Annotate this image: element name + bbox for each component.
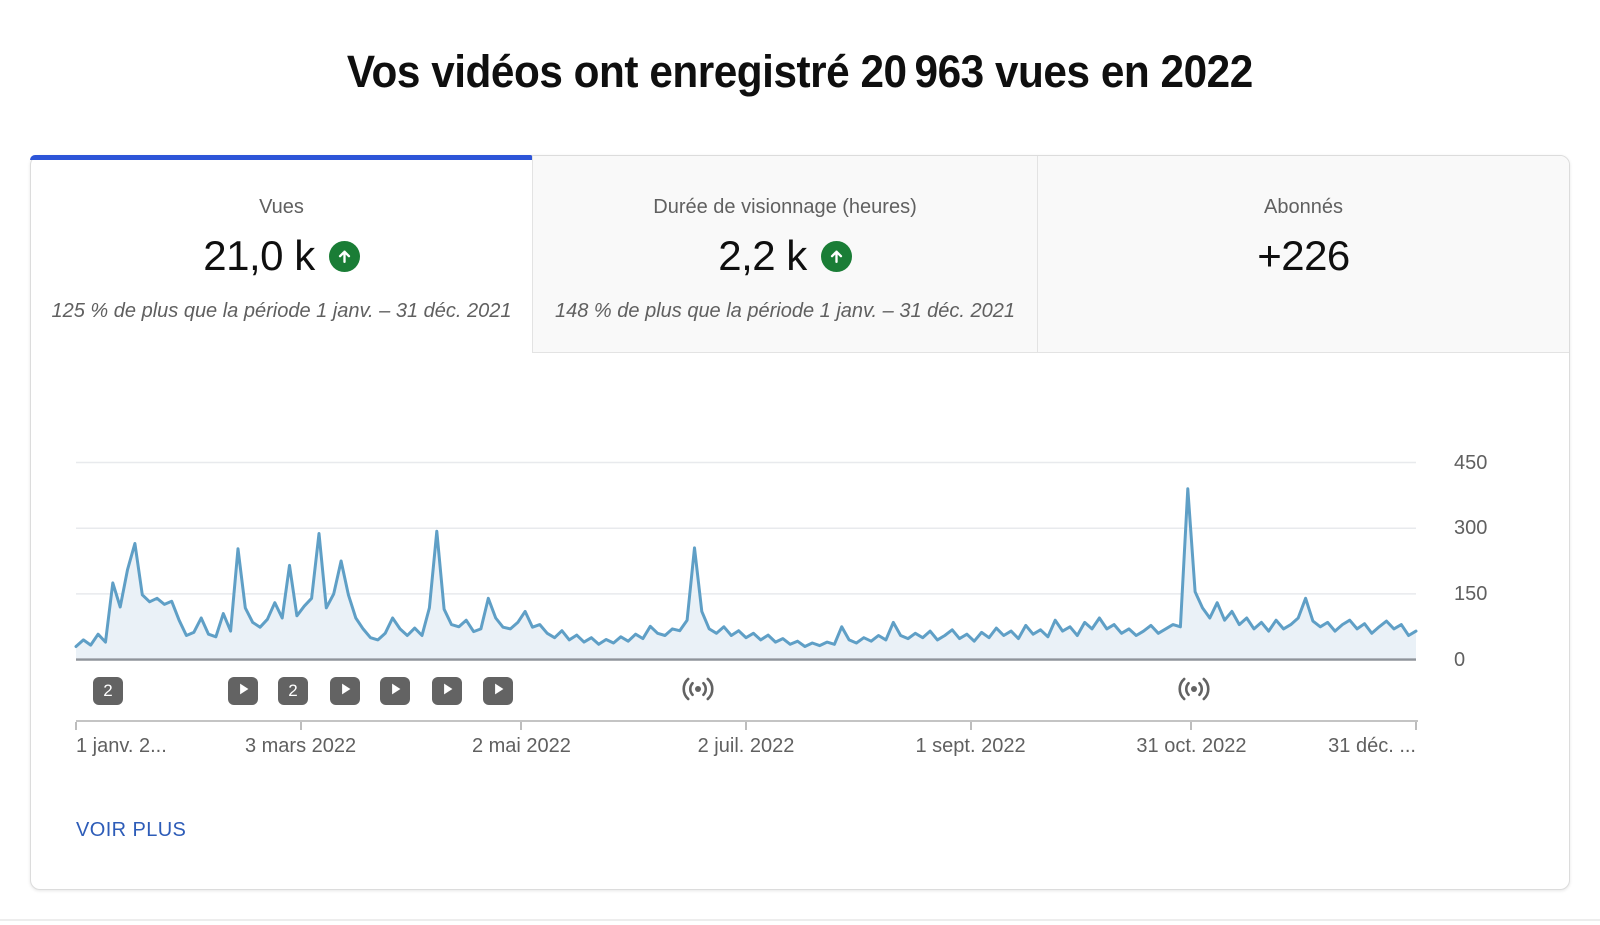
x-axis-label: 2 juil. 2022 bbox=[697, 735, 795, 757]
metric-value: +226 bbox=[1257, 232, 1350, 279]
y-axis-label: 450 bbox=[1454, 451, 1488, 474]
trend-up-icon bbox=[820, 240, 852, 272]
y-axis-label: 150 bbox=[1454, 582, 1488, 605]
play-icon bbox=[437, 679, 457, 704]
trend-up-icon bbox=[328, 240, 360, 272]
x-axis-tick bbox=[75, 722, 77, 730]
line-chart-canvas[interactable] bbox=[74, 446, 1418, 661]
x-axis-tick bbox=[520, 722, 523, 730]
comparison-note: 125 % de plus que la période 1 janv. – 3… bbox=[51, 300, 512, 322]
play-icon bbox=[488, 679, 508, 704]
live-broadcast-icon bbox=[1176, 676, 1212, 707]
x-axis-tick bbox=[299, 722, 302, 730]
x-axis-label: 31 oct. 2022 bbox=[1136, 735, 1247, 757]
active-tab-indicator bbox=[30, 155, 532, 160]
x-axis-label: 3 mars 2022 bbox=[244, 735, 357, 757]
metric-tabs: Vues 21,0 k 125 % de plus que la période… bbox=[30, 155, 1569, 353]
x-axis-label: 31 déc. ... bbox=[1328, 735, 1416, 757]
video-marker[interactable] bbox=[380, 677, 410, 705]
videos-count-badge[interactable]: 2 bbox=[93, 677, 123, 705]
tab-duree-visionnage[interactable]: Durée de visionnage (heures) 2,2 k 148 %… bbox=[532, 156, 1037, 353]
tab-vues[interactable]: Vues 21,0 k 125 % de plus que la période… bbox=[30, 155, 532, 353]
play-icon bbox=[233, 679, 253, 704]
metric-value: 21,0 k bbox=[203, 232, 315, 279]
video-marker[interactable] bbox=[228, 677, 258, 705]
analytics-card: Vues 21,0 k 125 % de plus que la période… bbox=[30, 155, 1570, 890]
metric-value: 2,2 k bbox=[718, 232, 807, 279]
video-marker[interactable] bbox=[483, 677, 513, 705]
play-icon bbox=[385, 679, 405, 704]
views-over-time-chart: 450 300 150 0 2 2 1 janv. 2... 3 mars 2022 2 m… bbox=[74, 446, 1536, 776]
x-axis-label: 1 janv. 2... bbox=[76, 735, 167, 757]
page-title: Vos vidéos ont enregistré 20 963 vues en… bbox=[347, 46, 1253, 98]
x-axis-tick bbox=[1190, 722, 1193, 730]
x-axis-label: 1 sept. 2022 bbox=[915, 735, 1026, 757]
y-axis-label: 0 bbox=[1454, 648, 1466, 671]
tab-label: Durée de visionnage (heures) bbox=[653, 196, 917, 218]
x-axis-tick bbox=[1415, 722, 1417, 730]
live-stream-marker[interactable] bbox=[1174, 677, 1214, 705]
x-axis-tick bbox=[969, 722, 972, 730]
live-stream-marker[interactable] bbox=[678, 677, 718, 705]
x-axis-line bbox=[76, 720, 1418, 722]
x-axis-label: 2 mai 2022 bbox=[471, 735, 571, 757]
videos-count-badge[interactable]: 2 bbox=[278, 677, 308, 705]
tab-label: Vues bbox=[259, 196, 304, 218]
x-axis-tick bbox=[745, 722, 747, 730]
y-axis-label: 300 bbox=[1454, 517, 1488, 540]
live-broadcast-icon bbox=[680, 676, 716, 707]
video-marker[interactable] bbox=[330, 677, 360, 705]
video-marker[interactable] bbox=[432, 677, 462, 705]
tab-label: Abonnés bbox=[1264, 196, 1343, 218]
tab-abonnes[interactable]: Abonnés +226 bbox=[1037, 156, 1569, 353]
next-section-edge bbox=[0, 919, 1600, 921]
play-icon bbox=[335, 679, 355, 704]
comparison-note: 148 % de plus que la période 1 janv. – 3… bbox=[555, 300, 1015, 322]
see-more-link[interactable]: VOIR PLUS bbox=[76, 819, 187, 841]
